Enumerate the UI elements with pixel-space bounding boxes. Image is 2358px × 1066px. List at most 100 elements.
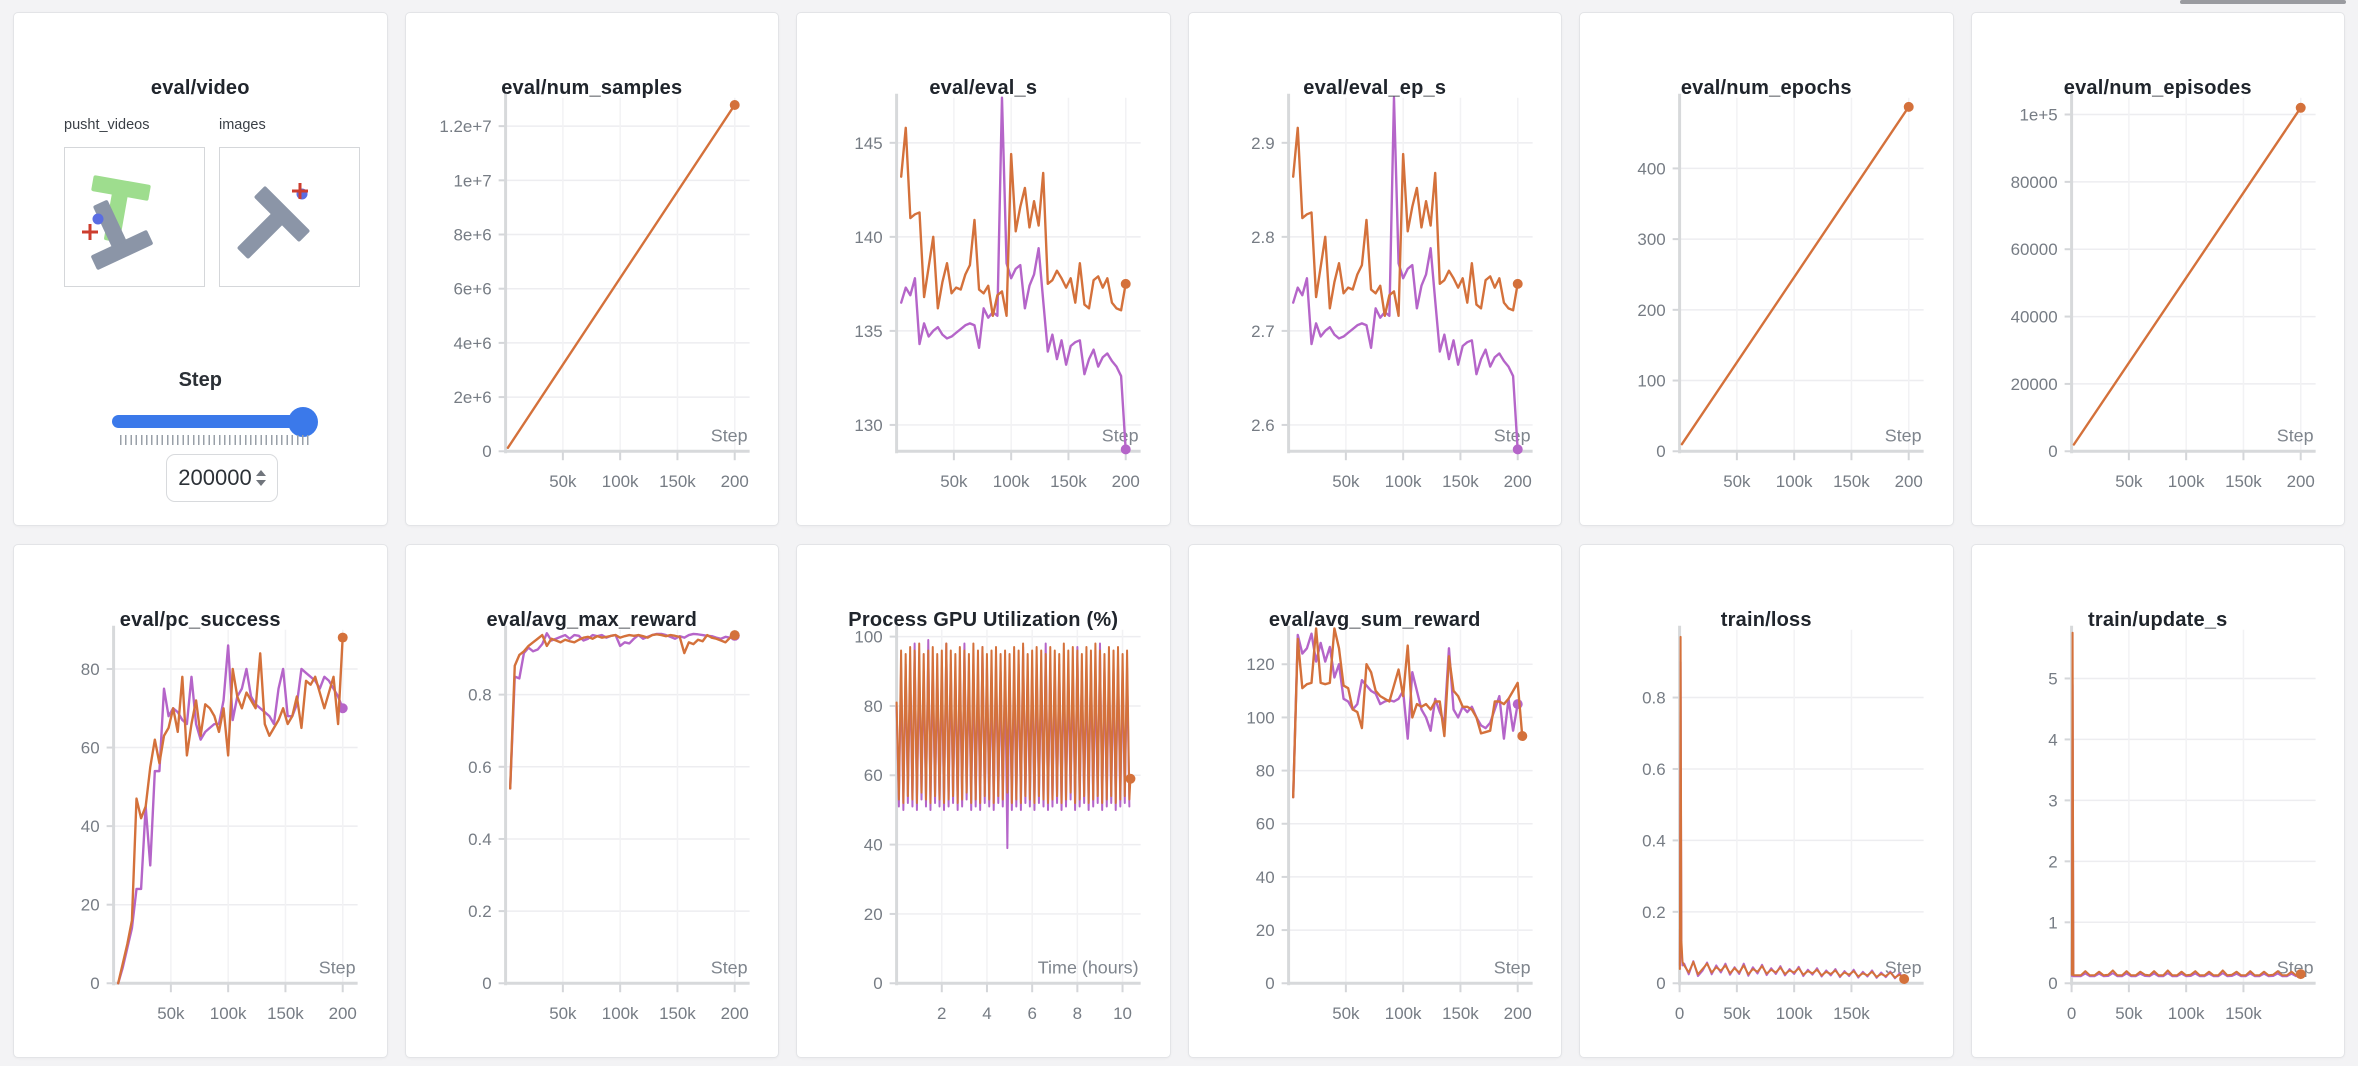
- images-thumbnail[interactable]: [219, 147, 360, 287]
- svg-text:100k: 100k: [1776, 472, 1813, 491]
- svg-text:100k: 100k: [1776, 1004, 1813, 1023]
- scrollbar-fragment[interactable]: [2180, 0, 2346, 4]
- chart-title: eval/avg_sum_reward: [1268, 609, 1481, 631]
- svg-text:200: 200: [1112, 472, 1140, 491]
- panel-train-update-s[interactable]: train/update_s 0 1 2 3 4 5 0 50k 100k 150k Step: [1970, 544, 2345, 1058]
- svg-text:100k: 100k: [2167, 472, 2204, 491]
- panel-eval-eval-ep-s[interactable]: eval/eval_ep_s 2.6 2.7 2.8 2.9 50k 100k 150k 20…: [1187, 12, 1562, 526]
- svg-text:145: 145: [854, 134, 882, 153]
- panel-eval-avg-max-reward[interactable]: eval/avg_max_reward 0 0.2 0.4 0.6 0.8 50k 100k…: [404, 544, 779, 1058]
- svg-text:0.8: 0.8: [468, 686, 492, 705]
- chevron-down-icon[interactable]: [255, 480, 266, 486]
- svg-text:100k: 100k: [210, 1004, 247, 1023]
- chart-eval-num-samples: 0 2e+6 4e+6 6e+6 8e+6 1e+7 1.2e+7 50k 100k 150k 20…: [439, 93, 750, 491]
- panel-title-eval-video: eval/video: [150, 77, 250, 99]
- svg-text:1.2e+7: 1.2e+7: [439, 117, 491, 136]
- svg-text:40: 40: [1255, 868, 1274, 887]
- svg-text:100: 100: [854, 628, 882, 647]
- svg-text:50k: 50k: [2115, 1004, 2143, 1023]
- svg-text:0.8: 0.8: [1642, 689, 1666, 708]
- svg-text:Step: Step: [1885, 957, 1922, 977]
- chevron-up-icon[interactable]: [255, 470, 266, 476]
- svg-text:50k: 50k: [1332, 1004, 1360, 1023]
- svg-text:50k: 50k: [549, 472, 577, 491]
- svg-text:0: 0: [1265, 974, 1274, 993]
- pusht-video-thumbnail[interactable]: [64, 147, 205, 287]
- svg-text:100k: 100k: [601, 472, 638, 491]
- svg-text:Step: Step: [2276, 425, 2313, 445]
- svg-text:40000: 40000: [2010, 308, 2057, 327]
- svg-text:2e+6: 2e+6: [453, 388, 491, 407]
- svg-text:20: 20: [1255, 921, 1274, 940]
- svg-text:80000: 80000: [2010, 173, 2057, 192]
- svg-text:40: 40: [864, 836, 883, 855]
- svg-text:0: 0: [90, 974, 99, 993]
- svg-text:50k: 50k: [157, 1004, 185, 1023]
- svg-text:200: 200: [1895, 472, 1923, 491]
- panel-eval-num-episodes[interactable]: eval/num_episodes 0 20000 40000 60000 80000 1…: [1970, 12, 2345, 526]
- svg-text:0.6: 0.6: [468, 758, 492, 777]
- svg-text:300: 300: [1637, 230, 1665, 249]
- panel-eval-pc-success[interactable]: eval/pc_success 0 20 40 60 80 50k 100k 150k 200 S…: [13, 544, 388, 1058]
- chart-eval-num-episodes: 0 20000 40000 60000 80000 1e+5 50k 100k 150k 200 S…: [2010, 93, 2316, 491]
- svg-text:100: 100: [1637, 372, 1665, 391]
- svg-text:Step: Step: [710, 957, 747, 977]
- svg-text:2.6: 2.6: [1251, 416, 1275, 435]
- svg-text:150k: 150k: [2225, 1004, 2262, 1023]
- step-slider-thumb[interactable]: [288, 407, 318, 437]
- step-slider-label: Step: [178, 369, 222, 391]
- svg-text:0: 0: [1656, 442, 1665, 461]
- svg-text:20: 20: [81, 896, 100, 915]
- svg-text:200: 200: [1503, 472, 1531, 491]
- svg-text:60000: 60000: [2010, 240, 2057, 259]
- chart-title: train/update_s: [2088, 609, 2228, 631]
- svg-text:50k: 50k: [1723, 472, 1751, 491]
- stepper-chevrons: [255, 470, 266, 486]
- step-slider-ruler: [120, 435, 312, 445]
- chart-title: eval/eval_s: [929, 77, 1038, 99]
- panel-eval-eval-s[interactable]: eval/eval_s 130 135 140 145 50k 100k 150k 200 St…: [796, 12, 1171, 526]
- svg-text:80: 80: [864, 697, 883, 716]
- svg-text:0.2: 0.2: [1642, 903, 1666, 922]
- chart-title: eval/num_samples: [501, 77, 683, 99]
- svg-text:Step: Step: [1885, 425, 1922, 445]
- step-slider[interactable]: [112, 415, 316, 428]
- panel-eval-num-samples[interactable]: eval/num_samples 0 2e+6 4e+6 6e+6 8e+6 1e+7 1.…: [404, 12, 779, 526]
- svg-text:200: 200: [2286, 472, 2314, 491]
- panel-eval-num-epochs[interactable]: eval/num_epochs 0 100 200 300 400 50k 100k 150k…: [1579, 12, 1954, 526]
- svg-text:0: 0: [2048, 974, 2057, 993]
- chart-train-loss: 0 0.2 0.4 0.6 0.8 0 50k 100k 150k Step: [1642, 625, 1924, 1023]
- chart-title: eval/avg_max_reward: [486, 609, 698, 631]
- chart-eval-eval-ep-s: 2.6 2.7 2.8 2.9 50k 100k 150k 200 Step: [1251, 93, 1533, 491]
- svg-text:0: 0: [482, 442, 491, 461]
- panel-process-gpu-utilization[interactable]: Process GPU Utilization (%) 0 20 40 60 80 100…: [796, 544, 1171, 1058]
- svg-text:6e+6: 6e+6: [453, 280, 491, 299]
- panel-train-loss[interactable]: train/loss 0 0.2 0.4 0.6 0.8 0 50k 100k 150k Step: [1579, 544, 1954, 1058]
- svg-text:0: 0: [1675, 1004, 1684, 1023]
- svg-text:140: 140: [854, 228, 882, 247]
- svg-text:0.6: 0.6: [1642, 760, 1666, 779]
- panel-eval-avg-sum-reward[interactable]: eval/avg_sum_reward 0 20 40 60 80 100 120 50k 10…: [1187, 544, 1562, 1058]
- panel-eval-video[interactable]: eval/video pusht_videos images: [13, 12, 388, 526]
- svg-text:200: 200: [720, 1004, 748, 1023]
- svg-text:3: 3: [2048, 791, 2057, 810]
- svg-text:8e+6: 8e+6: [453, 225, 491, 244]
- chart-title: eval/num_episodes: [2063, 77, 2252, 99]
- svg-text:80: 80: [81, 660, 100, 679]
- chart-title: eval/pc_success: [119, 609, 281, 631]
- svg-text:8: 8: [1073, 1004, 1082, 1023]
- svg-text:1e+7: 1e+7: [453, 171, 491, 190]
- svg-text:150k: 150k: [267, 1004, 304, 1023]
- svg-text:1e+5: 1e+5: [2019, 106, 2057, 125]
- svg-text:100k: 100k: [601, 1004, 638, 1023]
- step-input-value[interactable]: 200000: [178, 465, 252, 490]
- svg-text:4e+6: 4e+6: [453, 334, 491, 353]
- svg-text:0.4: 0.4: [1642, 831, 1666, 850]
- pusht-env-render: [82, 175, 153, 270]
- svg-text:Step: Step: [1493, 957, 1530, 977]
- svg-text:50k: 50k: [1332, 472, 1360, 491]
- step-input[interactable]: 200000: [166, 454, 278, 502]
- svg-text:60: 60: [864, 766, 883, 785]
